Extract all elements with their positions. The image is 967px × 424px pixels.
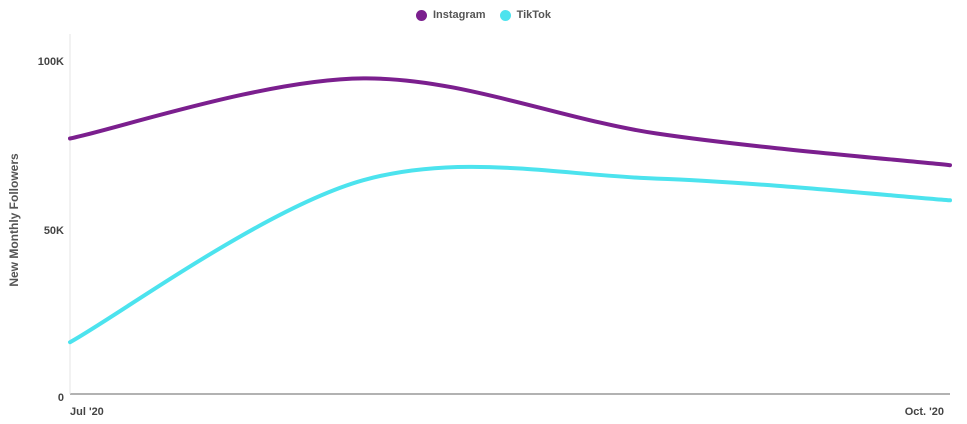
legend-label-instagram: Instagram <box>432 9 486 21</box>
y-axis-title: New Monthly Followers <box>7 153 21 287</box>
y-tick-label-0: 0 <box>58 392 64 404</box>
legend-item-instagram[interactable]: Instagram <box>415 9 486 21</box>
series-line-instagram <box>68 76 952 168</box>
x-tick-label-start: Jul '20 <box>70 406 104 418</box>
legend: Instagram TikTok <box>0 9 967 21</box>
legend-label-tiktok: TikTok <box>516 9 551 21</box>
legend-swatch-instagram <box>415 9 427 21</box>
y-tick-label-50k: 50K <box>44 225 64 237</box>
legend-item-tiktok[interactable]: TikTok <box>499 9 551 21</box>
x-tick-label-end: Oct. '20 <box>905 406 944 418</box>
series-layer <box>68 76 952 345</box>
legend-swatch-tiktok <box>499 9 511 21</box>
series-line-tiktok <box>68 164 952 345</box>
y-tick-label-100k: 100K <box>38 56 64 68</box>
